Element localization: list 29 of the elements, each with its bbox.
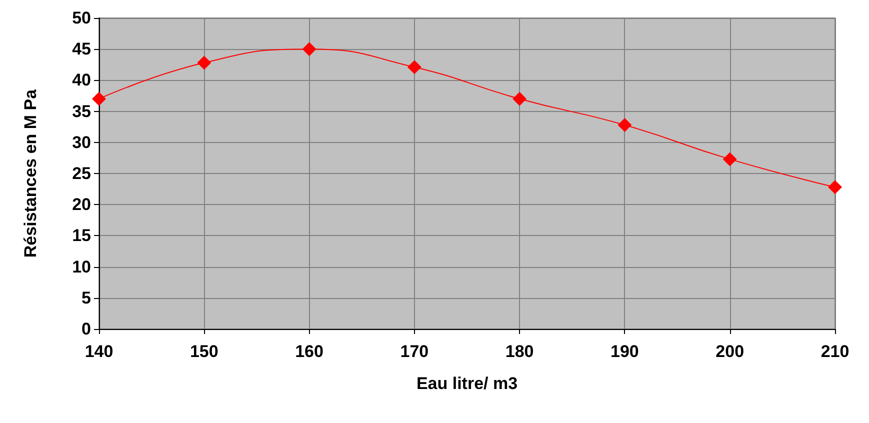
point xyxy=(407,60,422,74)
y-tick-label: 30 xyxy=(72,132,91,152)
point xyxy=(302,42,316,56)
y-tick-label: 25 xyxy=(72,164,91,183)
x-tick-label: 160 xyxy=(295,342,324,361)
point xyxy=(618,118,632,132)
y-tick-label: 10 xyxy=(72,257,91,276)
y-tick-label: 0 xyxy=(82,320,91,338)
point xyxy=(828,180,842,194)
y-tick-label: 15 xyxy=(72,226,91,246)
point xyxy=(722,152,737,166)
point xyxy=(197,56,212,70)
y-tick-label: 35 xyxy=(72,102,91,121)
y-tick-label: 50 xyxy=(72,8,91,28)
x-tick-label: 210 xyxy=(820,342,850,361)
point xyxy=(92,92,106,106)
y-tick-label: 5 xyxy=(82,288,91,308)
y-tick-label: 20 xyxy=(72,195,91,214)
x-tick-label: 190 xyxy=(610,342,639,361)
x-tick-label: 200 xyxy=(716,342,744,361)
x-tick-label: 170 xyxy=(400,342,429,361)
x-tick-label: 140 xyxy=(84,342,114,361)
y-tick-label: 45 xyxy=(72,40,91,59)
x-tick-label: 180 xyxy=(505,342,534,361)
x-axis-title: Eau litre/ m3 xyxy=(416,374,518,393)
point xyxy=(512,92,527,106)
x-tick-label: 150 xyxy=(190,342,218,361)
y-axis-title: Résistances en M Pa xyxy=(21,88,40,258)
y-tick-label: 40 xyxy=(72,70,91,90)
